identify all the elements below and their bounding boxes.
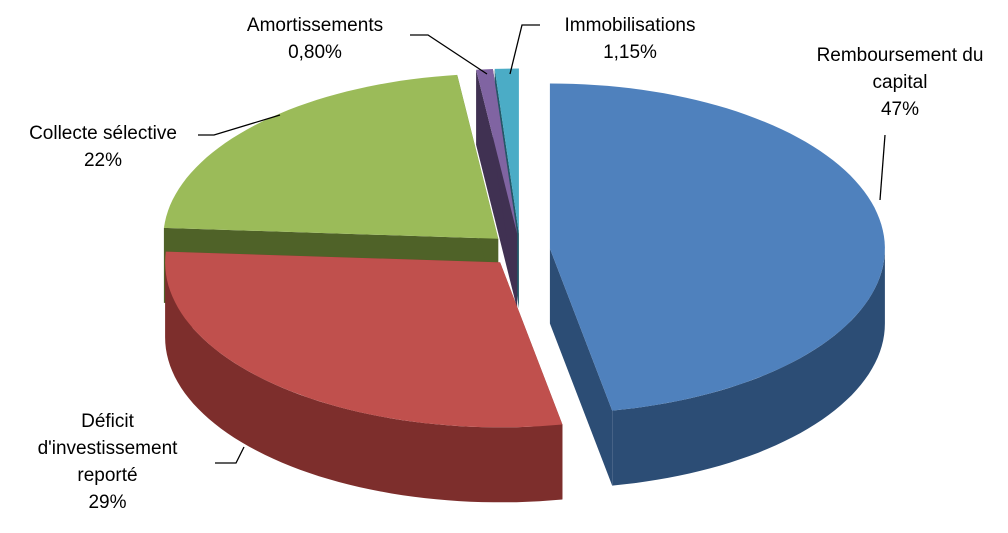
category: Remboursement du capital xyxy=(816,45,984,93)
slice xyxy=(163,74,499,239)
slice xyxy=(494,68,519,234)
value-label: 1,15% xyxy=(603,42,657,63)
data-label: Amortissements 0,80% xyxy=(215,12,415,66)
slice xyxy=(549,83,885,411)
category: Déficit d'investissement reporté xyxy=(37,411,178,486)
leader-line xyxy=(215,446,245,464)
leader-line xyxy=(410,34,488,75)
slice-wall xyxy=(165,262,563,503)
data-label: Immobilisations 1,15% xyxy=(530,12,730,66)
slice-side xyxy=(549,248,613,486)
value-label: 47% xyxy=(880,99,920,120)
data-label: Collecte sélective 22% xyxy=(0,120,208,174)
data-label: Remboursement du capital 47% xyxy=(815,42,985,123)
value-label: 0,80% xyxy=(288,42,342,63)
slice-wall xyxy=(612,248,885,486)
leader-line xyxy=(509,24,540,75)
data-label: Déficit d'investissement reporté 29% xyxy=(20,408,195,516)
slice xyxy=(476,69,518,234)
value-label: 22% xyxy=(83,150,123,171)
leader-line xyxy=(198,114,281,136)
category: Immobilisations xyxy=(564,15,696,36)
leader-line xyxy=(879,134,886,201)
slice xyxy=(165,251,563,428)
slice-side xyxy=(476,69,518,309)
category: Amortissements xyxy=(246,15,384,36)
category: Collecte sélective xyxy=(29,123,177,144)
value-label: 29% xyxy=(88,492,127,513)
slices xyxy=(163,68,885,503)
